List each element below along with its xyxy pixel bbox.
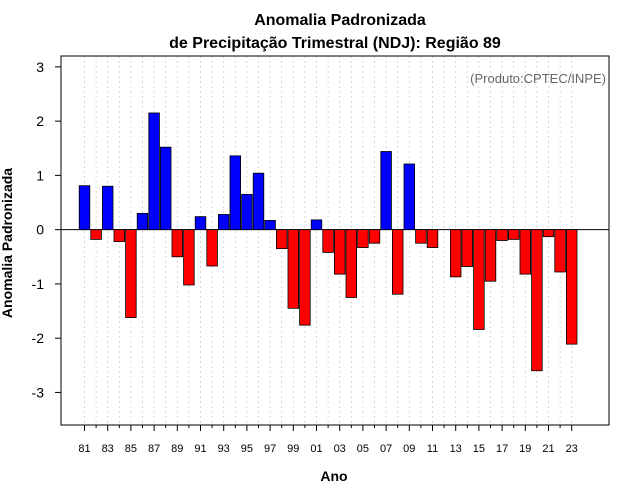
bar-1984 bbox=[113, 229, 126, 242]
x-tick-label: 03 bbox=[334, 443, 346, 455]
x-tick-label: 81 bbox=[78, 443, 90, 455]
y-tick-label: 0 bbox=[36, 222, 44, 238]
bar-2007 bbox=[380, 151, 392, 231]
bar-1993 bbox=[217, 214, 230, 231]
bar-2011 bbox=[426, 229, 439, 248]
bar-2006 bbox=[368, 229, 381, 244]
bar-2023 bbox=[566, 229, 578, 345]
x-tick-label: 99 bbox=[287, 443, 299, 455]
y-tick-label: -2 bbox=[32, 330, 45, 346]
bar-1986 bbox=[136, 212, 149, 231]
bar-2003 bbox=[333, 229, 346, 275]
bar-2018 bbox=[507, 229, 520, 240]
y-tick-label: 1 bbox=[36, 167, 44, 183]
x-tick-label: 85 bbox=[125, 443, 137, 455]
bar-2005 bbox=[357, 229, 369, 248]
y-axis-label: Anomalia Padronizada bbox=[0, 168, 15, 318]
bar-2010 bbox=[415, 229, 427, 244]
bar-2021 bbox=[542, 229, 555, 238]
bar-2000 bbox=[299, 229, 311, 326]
bar-2013 bbox=[449, 229, 462, 278]
x-tick-label: 11 bbox=[427, 443, 438, 455]
bar-2022 bbox=[554, 229, 566, 273]
bar-2009 bbox=[403, 163, 416, 231]
bar-1987 bbox=[148, 112, 160, 231]
plot-frame bbox=[60, 55, 610, 426]
bar-2020 bbox=[531, 229, 543, 372]
bar-1989 bbox=[171, 229, 184, 258]
x-tick-label: 23 bbox=[566, 443, 578, 455]
bar-1981 bbox=[78, 185, 91, 231]
bar-1990 bbox=[183, 229, 195, 286]
x-axis-label: Ano bbox=[320, 468, 347, 484]
bar-2015 bbox=[473, 229, 485, 330]
x-tick-label: 07 bbox=[380, 443, 392, 455]
bar-2001 bbox=[310, 219, 323, 231]
x-tick-label: 89 bbox=[171, 443, 183, 455]
x-tick-label: 87 bbox=[148, 443, 160, 455]
credit-label: (Produto:CPTEC/INPE) bbox=[470, 71, 606, 86]
bar-1982 bbox=[90, 229, 102, 240]
bar-2008 bbox=[391, 229, 404, 295]
x-tick-label: 19 bbox=[519, 443, 531, 455]
chart-title: Anomalia Padronizada bbox=[254, 12, 426, 29]
x-tick-label: 97 bbox=[264, 443, 276, 455]
x-tick-label: 13 bbox=[450, 443, 462, 455]
x-tick-label: 17 bbox=[496, 443, 508, 455]
bar-1998 bbox=[275, 229, 288, 250]
bar-1997 bbox=[264, 220, 276, 231]
bar-1995 bbox=[241, 193, 253, 231]
x-tick-label: 09 bbox=[403, 443, 415, 455]
y-tick-label: 2 bbox=[36, 113, 44, 129]
x-tick-label: 21 bbox=[542, 443, 554, 455]
x-tick-label: 05 bbox=[357, 443, 369, 455]
y-tick-label: -1 bbox=[32, 276, 45, 292]
bar-1996 bbox=[252, 172, 265, 231]
bar-1983 bbox=[102, 185, 114, 231]
chart-subtitle: de Precipitação Trimestral (NDJ): Região… bbox=[169, 35, 501, 52]
x-tick-label: 01 bbox=[310, 443, 322, 455]
bars bbox=[78, 112, 578, 372]
x-tick-label: 93 bbox=[218, 443, 230, 455]
bar-1999 bbox=[287, 229, 300, 309]
x-axis: 81 83 85 87 89 91 93 95 97 99 01 03 05 07 09 11 13 15 17 19… bbox=[78, 425, 578, 455]
y-axis: 3 2 1 0 -1 -2 -3 bbox=[32, 59, 61, 400]
x-tick-label: 83 bbox=[102, 443, 114, 455]
bar-2014 bbox=[461, 229, 474, 267]
y-tick-label: 3 bbox=[36, 59, 44, 75]
x-tick-label: 15 bbox=[473, 443, 485, 455]
bar-2016 bbox=[484, 229, 497, 282]
bar-2002 bbox=[322, 229, 334, 253]
bar-1985 bbox=[125, 229, 137, 318]
bar-2017 bbox=[496, 229, 508, 241]
x-tick-label: 95 bbox=[241, 443, 253, 455]
y-tick-label: -3 bbox=[32, 384, 45, 400]
bar-1988 bbox=[159, 146, 172, 231]
bar-2004 bbox=[345, 229, 358, 298]
gridlines bbox=[84, 56, 573, 425]
x-tick-label: 91 bbox=[194, 443, 206, 455]
bar-2019 bbox=[519, 229, 532, 275]
bar-1992 bbox=[206, 229, 218, 267]
bar-1991 bbox=[194, 216, 207, 231]
bar-1994 bbox=[229, 155, 242, 231]
